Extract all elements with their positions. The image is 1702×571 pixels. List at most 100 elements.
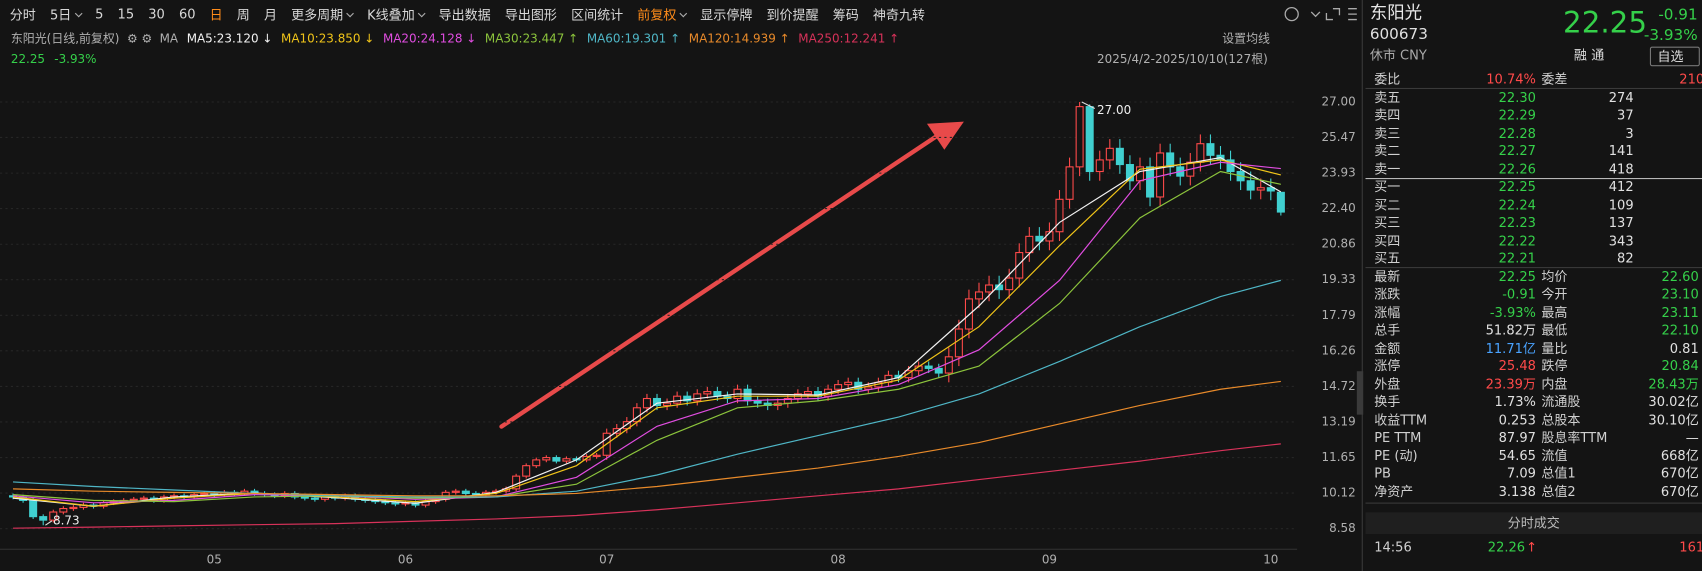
low-label: 8.73 xyxy=(53,513,80,527)
stat-value: 0.253 xyxy=(1498,411,1536,428)
candle-body xyxy=(954,328,963,358)
stat-label: 换手 xyxy=(1374,394,1401,410)
separator xyxy=(1365,87,1702,90)
quote-button[interactable]: 融 xyxy=(1573,47,1587,63)
toolbar-item[interactable]: 导出图形 xyxy=(504,7,557,23)
toolbar-item[interactable]: 日 xyxy=(209,7,223,23)
book-label: 买二 xyxy=(1374,197,1401,213)
legend-item: MA30:23.447 ↑ xyxy=(485,32,578,46)
toolbar-item[interactable]: 15 xyxy=(117,6,135,22)
candle-body xyxy=(703,391,712,395)
stat-label: 今开 xyxy=(1541,286,1568,302)
candle-body xyxy=(663,402,672,407)
stat-label: 涨幅 xyxy=(1374,304,1401,320)
stat-label: 总值1 xyxy=(1541,465,1576,481)
arrow-head xyxy=(926,121,964,150)
plot-background xyxy=(0,28,1364,571)
stat-value: -3.93% xyxy=(1489,304,1536,320)
book-price: 22.28 xyxy=(1498,125,1536,141)
icon[interactable] xyxy=(1310,11,1321,18)
last-change: -3.93% xyxy=(54,52,96,66)
book-label: 卖二 xyxy=(1374,143,1401,159)
market-status: 休市 CNY xyxy=(1369,47,1427,63)
toolbar-item[interactable]: 前复权 xyxy=(637,5,686,23)
stat-label: 总手 xyxy=(1374,322,1401,338)
toolbar-item[interactable]: 30 xyxy=(148,6,165,22)
candle-body xyxy=(974,291,984,300)
icon[interactable] xyxy=(1348,8,1357,21)
stat-label: 涨停 xyxy=(1374,358,1401,374)
candle-body xyxy=(391,502,400,505)
candle-body xyxy=(532,459,541,467)
book-volume: 37 xyxy=(1617,107,1634,123)
ma-line xyxy=(13,380,1281,497)
stat-value: 7.09 xyxy=(1506,465,1536,481)
y-tick-label: 23.93 xyxy=(1322,166,1356,180)
book-label: 买五 xyxy=(1374,250,1401,266)
book-price: 22.21 xyxy=(1498,250,1536,266)
stat-value: 22.25 xyxy=(1498,268,1536,284)
toolbar-item[interactable]: 区间统计 xyxy=(571,7,624,23)
toolbar-item[interactable]: 分时 xyxy=(9,7,36,23)
book-label: 卖三 xyxy=(1374,125,1401,141)
y-tick-label: 17.79 xyxy=(1322,308,1356,322)
y-tick-label: 25.47 xyxy=(1322,130,1356,144)
toolbar-item[interactable]: K线叠加 xyxy=(367,5,424,23)
toolbar-item[interactable]: 周 xyxy=(236,7,250,23)
candle-body xyxy=(1065,166,1074,200)
quote-button[interactable]: 通 xyxy=(1591,47,1605,63)
high-label: 27.00 xyxy=(1097,103,1131,117)
stat-label: 总值2 xyxy=(1541,483,1576,499)
icon[interactable] xyxy=(1284,6,1299,22)
trade-direction: ↑ xyxy=(1526,539,1538,555)
stat-label: 外盘 xyxy=(1374,376,1401,392)
toolbar-item[interactable]: 60 xyxy=(178,6,196,22)
stock-name: 东阳光 xyxy=(1369,2,1422,23)
icon[interactable] xyxy=(1325,8,1341,21)
stat-value: 22.60 xyxy=(1661,268,1699,284)
candle-body xyxy=(904,370,913,379)
toolbar-item[interactable]: 导出数据 xyxy=(438,7,491,23)
candle-body xyxy=(1035,235,1044,242)
stat-value: 11.71亿 xyxy=(1485,340,1536,356)
stat-label: 流值 xyxy=(1541,447,1568,463)
quote-button[interactable]: 自选 xyxy=(1649,46,1700,67)
toolbar-item[interactable]: 显示停牌 xyxy=(700,7,753,23)
trade-volume: 161 xyxy=(1679,539,1702,555)
candle-body xyxy=(1125,164,1134,182)
candle-body xyxy=(753,400,762,404)
book-volume: 3 xyxy=(1625,125,1634,141)
candle-body xyxy=(1196,143,1205,163)
settings-button[interactable]: 设置均线 xyxy=(1222,32,1270,46)
candle-body xyxy=(1246,180,1255,191)
candle-body xyxy=(461,490,470,495)
toolbar-item[interactable]: 月 xyxy=(263,7,277,23)
stat-label: 股息率TTM xyxy=(1541,429,1608,446)
candle-body xyxy=(642,397,651,409)
book-price: 22.25 xyxy=(1498,179,1536,195)
stat-value: 23.11 xyxy=(1661,304,1699,320)
candle-body xyxy=(1115,147,1124,166)
arrow-line xyxy=(499,134,938,429)
book-volume: 418 xyxy=(1608,161,1634,177)
book-volume: 274 xyxy=(1608,89,1634,105)
toolbar-item[interactable]: 筹码 xyxy=(832,7,859,23)
toolbar-item[interactable]: 5 xyxy=(95,6,104,22)
stat-label: 最高 xyxy=(1541,304,1568,320)
candle-body xyxy=(562,458,571,462)
legend-item: MA20:24.128 ↓ xyxy=(383,32,476,46)
stat-value: 87.97 xyxy=(1498,429,1536,446)
toolbar-item[interactable]: 神奇九转 xyxy=(872,7,926,23)
last-price: 22.25 xyxy=(11,52,45,66)
stat-label: 最低 xyxy=(1541,322,1568,338)
stat-value: 23.10 xyxy=(1661,286,1699,302)
toolbar-item[interactable]: 到价提醒 xyxy=(766,7,819,23)
toolbar-item[interactable]: 更多周期 xyxy=(291,5,353,23)
legend-item: MA10:23.850 ↓ xyxy=(281,32,374,46)
legend-item: MA60:19.301 ↑ xyxy=(587,32,680,46)
chart-title: 东阳光(日线,前复权) xyxy=(11,31,120,46)
chart: 东阳光(日线,前复权) ⚙ ⚙ MA 22.25 -3.93% 设置均线 202… xyxy=(0,0,1364,571)
candle-body xyxy=(1085,106,1094,173)
toolbar-item[interactable]: 5日 xyxy=(50,5,81,23)
legend-item: MA120:14.939 ↑ xyxy=(689,32,790,46)
